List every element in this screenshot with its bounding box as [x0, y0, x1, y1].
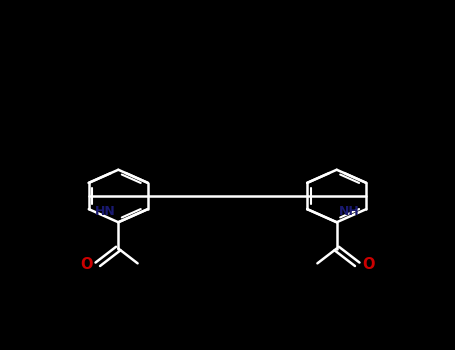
Text: NH: NH [339, 205, 360, 218]
Text: HN: HN [95, 205, 116, 218]
Text: O: O [362, 257, 374, 272]
Text: O: O [81, 257, 93, 272]
